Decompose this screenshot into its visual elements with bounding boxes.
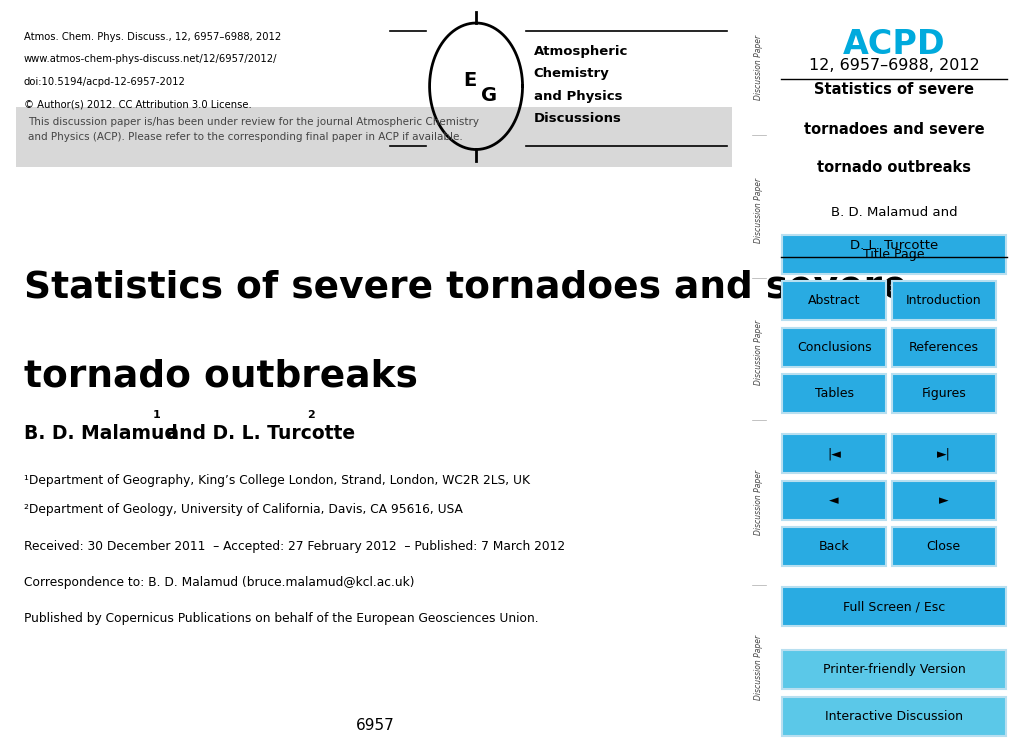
Text: ►: ► <box>938 494 948 507</box>
FancyBboxPatch shape <box>891 281 996 320</box>
Text: G: G <box>481 86 497 105</box>
Text: |◄: |◄ <box>826 447 841 460</box>
FancyBboxPatch shape <box>16 106 732 166</box>
Text: Chemistry: Chemistry <box>533 68 609 80</box>
Text: and Physics: and Physics <box>533 90 622 103</box>
Text: 6957: 6957 <box>356 718 393 734</box>
Text: ¹Department of Geography, King’s College London, Strand, London, WC2R 2LS, UK: ¹Department of Geography, King’s College… <box>24 474 530 487</box>
FancyBboxPatch shape <box>891 434 996 473</box>
FancyBboxPatch shape <box>782 527 886 566</box>
Text: Atmos. Chem. Phys. Discuss., 12, 6957–6988, 2012: Atmos. Chem. Phys. Discuss., 12, 6957–69… <box>24 32 281 41</box>
Text: Discussion Paper: Discussion Paper <box>754 178 762 242</box>
FancyBboxPatch shape <box>782 587 1005 626</box>
Text: D. L. Turcotte: D. L. Turcotte <box>849 238 937 251</box>
Text: 2: 2 <box>307 410 314 420</box>
Text: ►|: ►| <box>935 447 950 460</box>
FancyBboxPatch shape <box>782 481 886 520</box>
FancyBboxPatch shape <box>782 650 1005 689</box>
FancyBboxPatch shape <box>891 481 996 520</box>
FancyBboxPatch shape <box>782 328 886 367</box>
Text: Introduction: Introduction <box>905 294 980 307</box>
Text: Interactive Discussion: Interactive Discussion <box>824 710 962 723</box>
Text: www.atmos-chem-phys-discuss.net/12/6957/2012/: www.atmos-chem-phys-discuss.net/12/6957/… <box>24 54 277 64</box>
Text: Discussions: Discussions <box>533 112 621 125</box>
Text: B. D. Malamud: B. D. Malamud <box>24 424 177 442</box>
Text: ACPD: ACPD <box>842 28 945 61</box>
Text: References: References <box>908 340 978 354</box>
Text: Correspondence to: B. D. Malamud (bruce.malamud@kcl.ac.uk): Correspondence to: B. D. Malamud (bruce.… <box>24 576 414 589</box>
Text: Discussion Paper: Discussion Paper <box>754 35 762 100</box>
Text: Back: Back <box>818 540 849 554</box>
Text: Conclusions: Conclusions <box>796 340 870 354</box>
Text: Tables: Tables <box>814 387 853 400</box>
FancyBboxPatch shape <box>891 328 996 367</box>
Text: Title Page: Title Page <box>862 248 924 261</box>
FancyBboxPatch shape <box>891 527 996 566</box>
Text: Published by Copernicus Publications on behalf of the European Geosciences Union: Published by Copernicus Publications on … <box>24 612 538 625</box>
Text: Full Screen / Esc: Full Screen / Esc <box>842 600 945 613</box>
Text: 12, 6957–6988, 2012: 12, 6957–6988, 2012 <box>808 58 978 74</box>
Text: tornado outbreaks: tornado outbreaks <box>24 358 418 394</box>
Text: B. D. Malamud and: B. D. Malamud and <box>829 206 957 218</box>
Text: tornadoes and severe: tornadoes and severe <box>803 122 983 136</box>
Text: and D. L. Turcotte: and D. L. Turcotte <box>160 424 356 442</box>
Text: doi:10.5194/acpd-12-6957-2012: doi:10.5194/acpd-12-6957-2012 <box>24 76 185 86</box>
FancyBboxPatch shape <box>891 374 996 413</box>
Text: Printer-friendly Version: Printer-friendly Version <box>822 663 964 676</box>
Text: Statistics of severe: Statistics of severe <box>813 82 973 98</box>
Text: Figures: Figures <box>920 387 965 400</box>
Text: Received: 30 December 2011  – Accepted: 27 February 2012  – Published: 7 March 2: Received: 30 December 2011 – Accepted: 2… <box>24 540 565 553</box>
Text: Statistics of severe tornadoes and severe: Statistics of severe tornadoes and sever… <box>24 270 907 306</box>
Text: ²Department of Geology, University of California, Davis, CA 95616, USA: ²Department of Geology, University of Ca… <box>24 503 463 515</box>
Text: This discussion paper is/has been under review for the journal Atmospheric Chemi: This discussion paper is/has been under … <box>29 117 479 142</box>
FancyBboxPatch shape <box>782 374 886 413</box>
Text: Close: Close <box>926 540 960 554</box>
FancyBboxPatch shape <box>782 281 886 320</box>
Text: tornado outbreaks: tornado outbreaks <box>816 160 970 176</box>
FancyBboxPatch shape <box>782 434 886 473</box>
Text: Discussion Paper: Discussion Paper <box>754 470 762 535</box>
Text: Discussion Paper: Discussion Paper <box>754 635 762 700</box>
Text: Abstract: Abstract <box>807 294 860 307</box>
Text: Atmospheric: Atmospheric <box>533 45 628 58</box>
Text: Discussion Paper: Discussion Paper <box>754 320 762 385</box>
Text: E: E <box>463 70 476 90</box>
Text: ◄: ◄ <box>828 494 839 507</box>
FancyBboxPatch shape <box>782 235 1005 274</box>
Text: © Author(s) 2012. CC Attribution 3.0 License.: © Author(s) 2012. CC Attribution 3.0 Lic… <box>24 99 252 109</box>
Text: 1: 1 <box>153 410 161 420</box>
FancyBboxPatch shape <box>782 697 1005 736</box>
